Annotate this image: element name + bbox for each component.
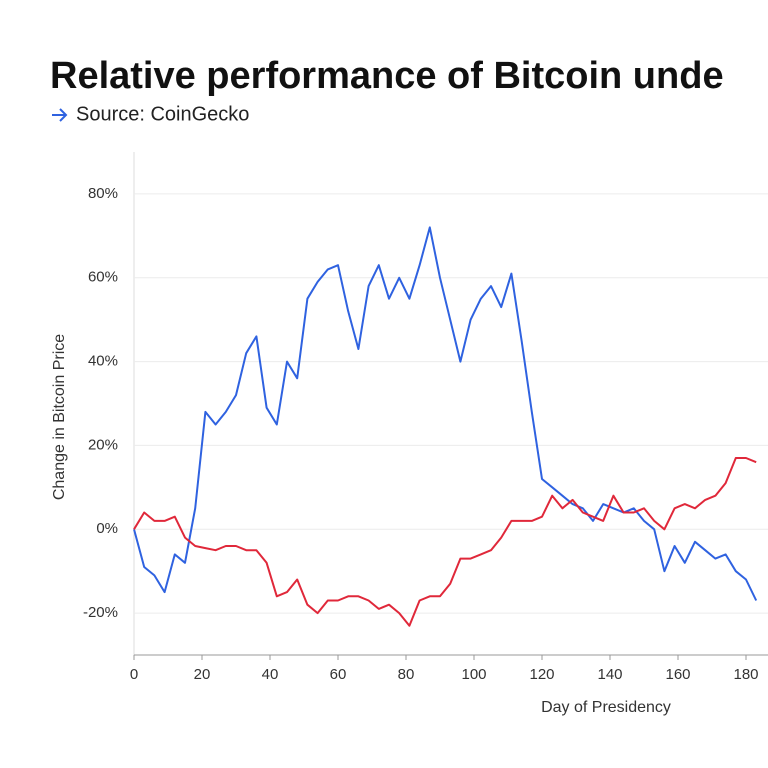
x-tick-label: 180 bbox=[733, 666, 758, 683]
y-tick-label: 20% bbox=[88, 436, 118, 453]
x-tick-label: 100 bbox=[461, 666, 486, 683]
x-tick-label: 120 bbox=[529, 666, 554, 683]
x-tick-label: 140 bbox=[597, 666, 622, 683]
chart-title: Relative performance of Bitcoin unde bbox=[50, 55, 724, 97]
y-tick-label: 0% bbox=[96, 520, 118, 537]
data-line bbox=[133, 457, 757, 627]
y-tick-label: 80% bbox=[88, 185, 118, 202]
y-tick-label: -20% bbox=[83, 604, 118, 621]
x-tick-label: 0 bbox=[130, 666, 138, 683]
y-tick-label: 40% bbox=[88, 353, 118, 370]
source-arrow bbox=[52, 108, 68, 122]
x-tick-label: 60 bbox=[330, 666, 347, 683]
x-tick-label: 80 bbox=[398, 666, 415, 683]
x-axis-label: Day of Presidency bbox=[541, 699, 671, 716]
x-tick-label: 40 bbox=[262, 666, 279, 683]
data-line bbox=[133, 226, 758, 601]
y-axis-label: Change in Bitcoin Price bbox=[51, 334, 68, 500]
x-tick-label: 20 bbox=[194, 666, 211, 683]
subtitle: Source: CoinGecko bbox=[76, 103, 249, 125]
y-tick-label: 60% bbox=[88, 269, 118, 286]
x-tick-label: 160 bbox=[665, 666, 690, 683]
